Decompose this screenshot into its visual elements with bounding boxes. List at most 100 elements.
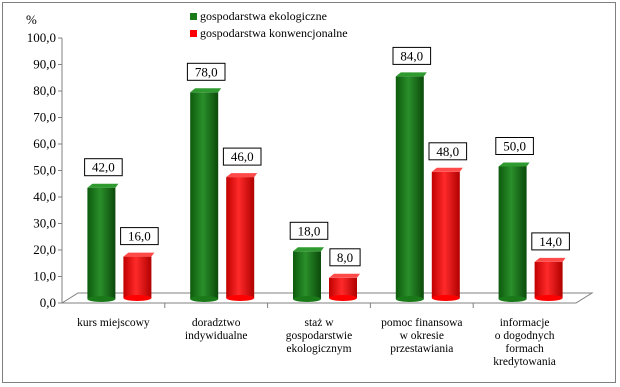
category-label-line: doradztwo [192,317,241,329]
category-labels: kurs miejscowy doradztwo indywidualne staż … [77,317,556,368]
bar [293,247,324,302]
bar-body [190,92,219,299]
category-label: informacje o dogodnych formach kredytowania [493,317,556,368]
bar-top [190,88,222,93]
data-label-box [186,62,226,81]
category-label-line: przestawiania [390,343,453,355]
data-label-box [289,221,329,240]
bar-base [190,296,219,302]
bar-top [329,273,360,278]
bar-top [431,167,463,172]
y-tick-label: 100,0 [27,30,56,45]
y-axis-label: % [26,12,37,27]
y-tick-label: 40,0 [33,189,56,204]
data-label: 42,0 [84,158,123,177]
data-label-box [428,142,468,161]
data-label: 48,0 [428,142,468,161]
bar-top [123,252,155,257]
legend-item: gospodarstwa konwencjonalne [190,26,348,40]
bar-base [498,296,527,302]
bar-top [498,162,530,167]
data-label-text: 42,0 [92,160,115,175]
bar-base [123,295,152,301]
data-label-text: 46,0 [231,149,254,164]
y-tick-label: 90,0 [33,57,56,72]
data-label: 84,0 [392,46,432,65]
data-label-text: 78,0 [195,64,218,79]
bar-body [123,256,152,298]
category-label: staż w gospodarstwie ekologicznym [286,317,352,355]
category-label: doradztwo indywidualne [185,317,248,342]
bar [190,88,222,302]
y-tick-label: 70,0 [33,110,56,125]
data-label-box [531,232,570,251]
bar-base [395,296,424,302]
category-label-line: w okresie [400,330,444,342]
bar [329,273,360,301]
bar-top [395,72,427,77]
y-tick-label: 50,0 [33,163,56,178]
bar [534,257,566,301]
bar-base [293,296,321,302]
y-tick-label: 0,0 [40,295,56,310]
data-label-text: 8,0 [337,250,353,265]
y-tick-label: 20,0 [33,242,56,257]
data-label-text: 14,0 [539,234,562,249]
category-label-line: formach [505,343,544,355]
bar-base [431,295,460,301]
data-label-box [222,147,262,166]
bar-base [87,296,116,302]
data-label-box [392,46,432,65]
bar [226,173,258,301]
data-label: 46,0 [222,147,262,166]
data-label: 78,0 [186,62,226,81]
bar-body [431,171,460,298]
category-label: kurs miejscowy [77,317,150,329]
legend: gospodarstwa ekologiczne gospodarstwa kon… [190,9,348,40]
y-tick-label: 80,0 [33,83,56,98]
bar [395,72,427,302]
data-label: 50,0 [495,137,534,155]
bar-body [498,166,527,299]
data-label-box [120,227,159,246]
category-label-line: indywidualne [185,330,248,342]
data-label: 16,0 [120,227,159,246]
bar [431,167,463,301]
category-label-line: ekologicznym [286,343,351,355]
category-label-line: staż w [304,317,334,329]
bar-base [329,295,357,301]
data-label-text: 84,0 [400,48,423,63]
y-tick-label: 30,0 [33,216,56,231]
bars [87,72,566,302]
bar [123,252,155,301]
y-tick-label: 10,0 [33,269,56,284]
bar-top [87,183,119,188]
category-label: pomoc finansowa w okresie przestawiania [381,317,462,355]
bar-body [329,277,357,298]
bar-top [226,173,258,178]
legend-swatch [190,13,197,20]
y-ticks: 0,0 10,0 20,0 30,0 40,0 50,0 60,0 70,0 80,0 90,0 1… [27,30,62,310]
data-label: 18,0 [289,221,329,240]
bar [498,162,530,302]
data-label-text: 16,0 [128,229,151,244]
bar-body [395,76,424,300]
legend-item: gospodarstwa ekologiczne [190,9,327,23]
bar-body [87,187,116,299]
data-label: 8,0 [329,248,361,267]
chart-frame [2,2,616,383]
category-label-line: kredytowania [493,356,556,368]
data-label-text: 50,0 [503,139,526,154]
data-label: 14,0 [531,232,570,251]
category-label-line: kurs miejscowy [77,317,150,329]
bar-top [534,257,566,262]
category-label-line: pomoc finansowa [381,317,462,329]
data-label-text: 48,0 [436,144,459,159]
bar-base [226,295,255,301]
chart-floor [60,292,594,304]
y-tick-label: 60,0 [33,136,56,151]
data-label-box [495,137,534,155]
bar-body [534,261,563,298]
category-label-line: gospodarstwie [286,330,352,342]
